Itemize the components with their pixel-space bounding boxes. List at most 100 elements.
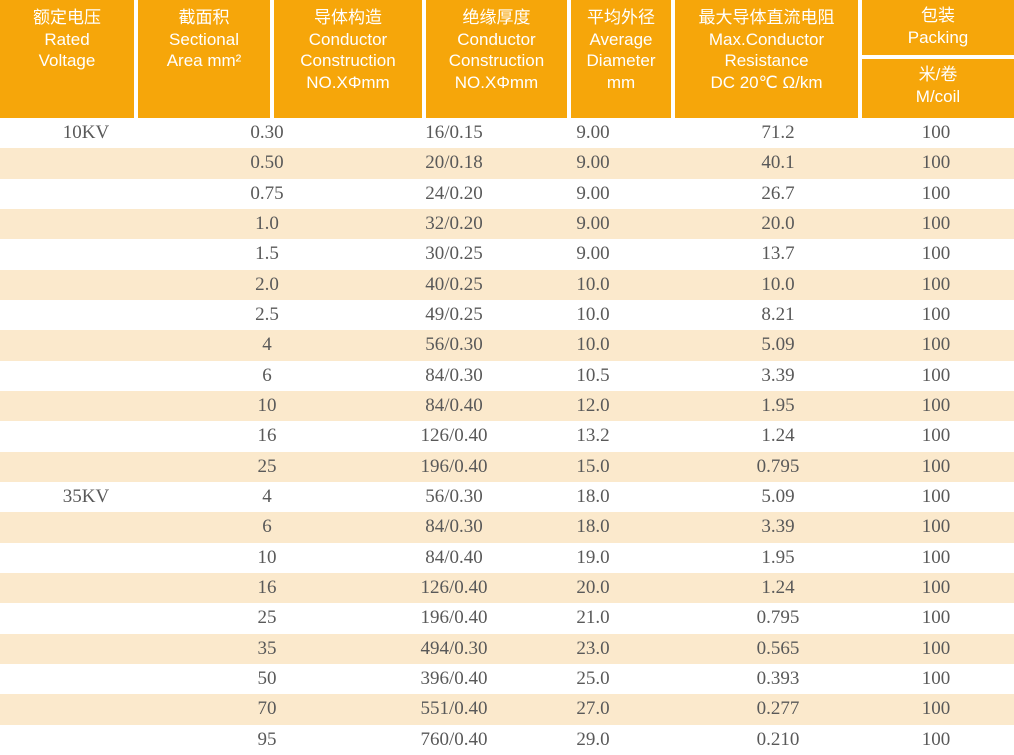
cell-conductor-construction: 396/0.40 xyxy=(420,667,488,689)
cell-average-diameter: 27.0 xyxy=(576,698,610,720)
cell-average-diameter: 15.0 xyxy=(576,455,610,477)
cell-sectional-area: 16 xyxy=(257,425,277,447)
cell-average-diameter: 21.0 xyxy=(576,607,610,629)
cell-resistance: 1.95 xyxy=(761,546,795,568)
table-row: 35 494/0.30 23.0 0.565 100 xyxy=(0,633,1014,664)
cell-sectional-area: 16 xyxy=(257,576,277,598)
header-line: NO.XΦmm xyxy=(454,72,539,92)
cell-average-diameter: 29.0 xyxy=(576,728,610,750)
cell-resistance: 0.795 xyxy=(756,607,800,629)
cell-average-diameter: 9.00 xyxy=(576,182,610,204)
cell-sectional-area: 6 xyxy=(262,364,272,386)
cell-conductor-construction: 24/0.20 xyxy=(425,182,483,204)
header-max-conductor-resistance: 最大导体直流电阻 Max.Conductor Resistance DC 20℃… xyxy=(675,0,858,118)
cell-sectional-area: 25 xyxy=(257,455,277,477)
cell-packing: 100 xyxy=(921,243,951,265)
table-row: 35KV 4 56/0.30 18.0 5.09 100 xyxy=(0,481,1014,513)
cell-sectional-area: 6 xyxy=(262,516,272,538)
cell-sectional-area: 50 xyxy=(257,667,277,689)
cell-packing: 100 xyxy=(921,455,951,477)
cell-sectional-area: 10 xyxy=(257,546,277,568)
table-header: 额定电压 Rated Voltage 截面积 Sectional Area mm… xyxy=(0,0,1014,118)
header-line: Sectional xyxy=(169,29,239,49)
cell-sectional-area: 0.50 xyxy=(250,152,284,174)
cell-sectional-area: 2.0 xyxy=(255,273,279,295)
cell-sectional-area: 95 xyxy=(257,728,277,750)
cell-packing: 100 xyxy=(921,728,951,750)
cell-sectional-area: 2.5 xyxy=(255,303,279,325)
cell-rated-voltage: 10KV xyxy=(62,122,110,143)
cell-packing: 100 xyxy=(921,637,951,659)
cell-conductor-construction: 49/0.25 xyxy=(425,303,483,325)
header-line: 绝缘厚度 xyxy=(462,8,531,27)
cell-conductor-construction: 16/0.15 xyxy=(425,122,483,143)
cell-sectional-area: 35 xyxy=(257,637,277,659)
table-row: 1.5 30/0.25 9.00 13.7 100 xyxy=(0,239,1014,270)
table-row: 1.0 32/0.20 9.00 20.0 100 xyxy=(0,208,1014,240)
cell-conductor-construction: 56/0.30 xyxy=(425,485,483,507)
cell-resistance: 8.21 xyxy=(761,303,795,325)
table-row: 6 84/0.30 18.0 3.39 100 xyxy=(0,512,1014,543)
table-row: 25 196/0.40 15.0 0.795 100 xyxy=(0,451,1014,482)
cell-conductor-construction: 196/0.40 xyxy=(420,607,488,629)
cell-conductor-construction: 126/0.40 xyxy=(420,425,488,447)
cell-packing: 100 xyxy=(921,122,951,143)
header-line: 包装 xyxy=(921,6,955,25)
cell-conductor-construction: 494/0.30 xyxy=(420,637,488,659)
table-row: 2.0 40/0.25 10.0 10.0 100 xyxy=(0,269,1014,300)
cell-conductor-construction: 84/0.40 xyxy=(425,394,483,416)
header-line: Max.Conductor xyxy=(708,29,825,49)
cell-packing: 100 xyxy=(921,273,951,295)
cell-sectional-area: 4 xyxy=(262,485,272,507)
cell-average-diameter: 20.0 xyxy=(576,576,610,598)
header-line: 最大导体直流电阻 xyxy=(698,8,835,27)
header-line: Area mm² xyxy=(166,51,242,70)
cell-conductor-construction: 84/0.30 xyxy=(425,516,483,538)
header-line: 平均外径 xyxy=(587,8,655,27)
header-line: mm xyxy=(606,72,636,92)
table-row: 10 84/0.40 19.0 1.95 100 xyxy=(0,542,1014,573)
cell-conductor-construction: 84/0.40 xyxy=(425,546,483,568)
cell-conductor-construction: 40/0.25 xyxy=(425,273,483,295)
header-insulation-thickness: 绝缘厚度 Conductor Construction NO.XΦmm xyxy=(426,0,567,118)
header-average-diameter: 平均外径 Average Diameter mm xyxy=(571,0,671,118)
header-line: DC 20℃ Ω/km xyxy=(710,72,823,92)
cell-sectional-area: 0.30 xyxy=(250,122,284,143)
cell-packing: 100 xyxy=(921,546,951,568)
table-row: 10KV 0.30 16/0.15 9.00 71.2 100 xyxy=(0,118,1014,149)
table-body: 10KV 0.30 16/0.15 9.00 71.2 100 0.50 20/… xyxy=(0,118,1014,755)
cell-resistance: 0.277 xyxy=(756,698,800,720)
table-row: 16 126/0.40 20.0 1.24 100 xyxy=(0,572,1014,604)
header-line: Conductor xyxy=(457,29,536,49)
cell-average-diameter: 10.0 xyxy=(576,273,610,295)
cell-resistance: 26.7 xyxy=(761,182,795,204)
cell-resistance: 1.24 xyxy=(761,425,795,447)
header-rated-voltage: 额定电压 Rated Voltage xyxy=(0,0,134,118)
header-line: Rated xyxy=(44,29,90,49)
cell-packing: 100 xyxy=(921,607,951,629)
cell-packing: 100 xyxy=(921,485,951,507)
cell-sectional-area: 10 xyxy=(257,394,277,416)
cell-packing: 100 xyxy=(921,182,951,204)
header-line: 导体构造 xyxy=(314,8,382,27)
cell-packing: 100 xyxy=(921,303,951,325)
cell-rated-voltage: 35KV xyxy=(62,485,110,507)
header-line: Conductor xyxy=(308,29,388,49)
cell-packing: 100 xyxy=(921,212,951,234)
cell-conductor-construction: 56/0.30 xyxy=(425,334,483,356)
cell-conductor-construction: 760/0.40 xyxy=(420,728,488,750)
table-row: 4 56/0.30 10.0 5.09 100 xyxy=(0,330,1014,361)
header-line: Construction xyxy=(448,51,545,70)
table-row: 16 126/0.40 13.2 1.24 100 xyxy=(0,421,1014,452)
cell-packing: 100 xyxy=(921,698,951,720)
cell-resistance: 0.565 xyxy=(756,637,800,659)
cell-average-diameter: 9.00 xyxy=(576,243,610,265)
cell-resistance: 3.39 xyxy=(761,516,795,538)
cell-average-diameter: 23.0 xyxy=(576,637,610,659)
cell-packing: 100 xyxy=(921,334,951,356)
table-row: 10 84/0.40 12.0 1.95 100 xyxy=(0,390,1014,422)
cell-conductor-construction: 196/0.40 xyxy=(420,455,488,477)
cell-resistance: 5.09 xyxy=(761,485,795,507)
cell-resistance: 10.0 xyxy=(761,273,795,295)
table-row: 0.75 24/0.20 9.00 26.7 100 xyxy=(0,178,1014,209)
